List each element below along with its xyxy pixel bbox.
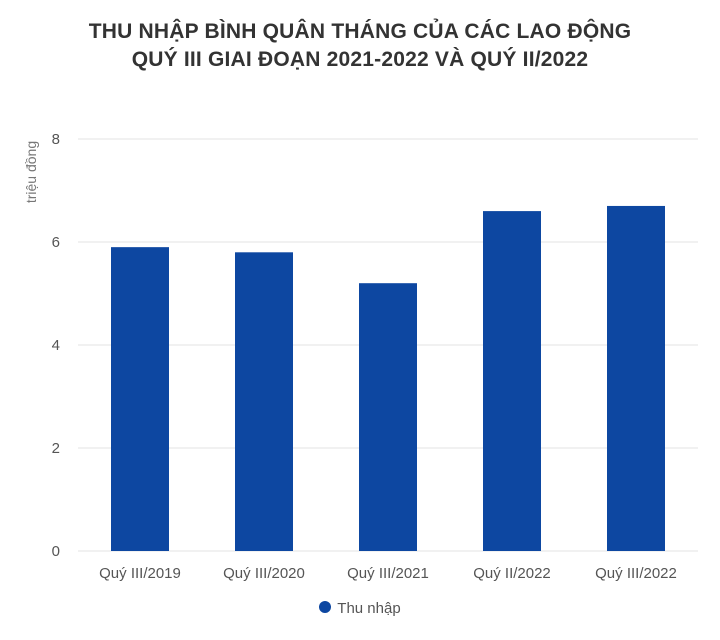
- y-tick-label: 6: [52, 234, 60, 251]
- y-tick-label: 0: [52, 543, 60, 560]
- y-tick-label: 4: [52, 337, 60, 354]
- x-tick-label: Quý II/2022: [473, 565, 551, 582]
- x-tick-label: Quý III/2022: [595, 565, 677, 582]
- chart-title-line-2: QUÝ III GIAI ĐOẠN 2021-2022 VÀ QUÝ II/20…: [131, 48, 589, 71]
- legend: Thu nhập: [0, 600, 720, 617]
- bar-4: [483, 211, 541, 551]
- bar-5: [607, 205, 665, 551]
- y-tick-label: 8: [52, 131, 60, 148]
- y-tick-label: 2: [52, 440, 60, 457]
- chart-title-line-1: THU NHẬP BÌNH QUÂN THÁNG CỦA CÁC LAO ĐỘN…: [88, 20, 632, 43]
- x-tick-label: Quý III/2019: [99, 565, 181, 582]
- y-axis-label: triệu đồng: [23, 141, 39, 203]
- legend-label: Thu nhập: [337, 600, 401, 617]
- bar-2: [235, 252, 293, 552]
- x-tick-label: Quý III/2020: [223, 565, 305, 582]
- bar-1: [111, 247, 169, 551]
- bar-3: [359, 283, 417, 551]
- chart-title: THU NHẬP BÌNH QUÂN THÁNG CỦA CÁC LAO ĐỘN…: [0, 18, 720, 74]
- x-tick-label: Quý III/2021: [347, 565, 429, 582]
- legend-swatch: [319, 601, 332, 614]
